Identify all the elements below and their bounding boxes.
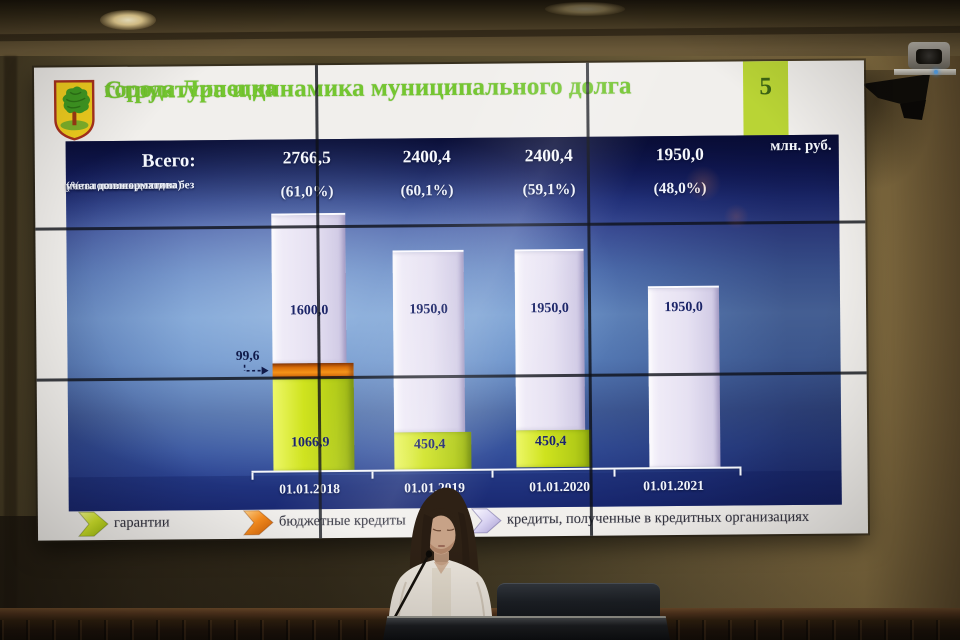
bar-2019-guarantees-label: 450,4	[413, 437, 446, 453]
total-percent-2018: (61,0%)	[280, 183, 334, 201]
dashed-arrow-icon	[243, 364, 269, 375]
total-percent-2019: (60,1%)	[400, 181, 454, 200]
slide-title: Структура и динамика муниципального долг…	[104, 70, 734, 104]
axis-tick	[739, 468, 742, 476]
totals-header: Всего:	[141, 150, 196, 172]
ceiling-downlight-2	[545, 2, 625, 16]
camera-lens-icon	[916, 49, 942, 64]
wall-seam	[4, 56, 17, 616]
bar-2020-guarantees-label: 450,4	[534, 433, 567, 450]
total-value-2019: 2400,4	[402, 145, 451, 167]
total-value-2018: 2766,5	[282, 147, 331, 168]
bar-2020-bank-credits	[514, 248, 586, 431]
slide-page-number: 5	[742, 61, 789, 136]
total-value-2021: 1950,0	[655, 143, 704, 165]
lipetsk-coat-of-arms-icon	[53, 79, 95, 141]
presenter	[386, 487, 493, 640]
bar-2020-bank-credits-label: 1950,0	[530, 300, 569, 317]
bar-2021-bank-credits-label: 1950,0	[664, 299, 703, 316]
axis-tick	[613, 469, 616, 477]
legend-arrow-guarantees-icon	[77, 511, 109, 537]
slide-title-line2: города Липецка	[104, 75, 277, 104]
bar-2018-guarantees	[272, 377, 355, 472]
bar-2018-bank-credits-label: 1600,0	[289, 303, 329, 319]
bar-2018-bank-credits	[271, 212, 347, 364]
budget-credits-callout-label: 99,6	[235, 347, 260, 363]
legend-label-guarantees: гарантии	[113, 514, 170, 531]
camera-head	[908, 42, 950, 69]
bar-2019-bank-credits-label: 1950,0	[409, 302, 448, 318]
units-label: млн. руб.	[770, 137, 832, 155]
totals-note-line3: учета доп. норматива)	[65, 179, 182, 193]
ceiling-downlight	[100, 10, 156, 30]
total-value-2020: 2400,4	[524, 144, 573, 166]
bar-2018-guarantees-label: 1066,9	[290, 435, 330, 451]
axis-tick	[491, 470, 494, 478]
legend-arrow-bank-credits-icon	[470, 508, 502, 534]
chart-panel: млн. руб. Всего: (% от налоговых и ненал…	[65, 134, 842, 512]
camera-led-icon	[934, 70, 938, 74]
podium	[383, 616, 670, 640]
total-percent-2020: (59,1%)	[522, 180, 576, 199]
presentation-screen: Структура и динамика муниципального долг…	[33, 60, 869, 541]
total-percent-2021: (48,0%)	[653, 179, 707, 198]
camera-bracket	[862, 74, 930, 120]
axis-tick	[251, 472, 254, 480]
camera-mount-shelf	[894, 69, 956, 75]
bar-2019-bank-credits	[392, 249, 466, 433]
ptz-camera-icon	[860, 36, 960, 120]
legend-arrow-budget-credits-icon	[242, 510, 274, 536]
